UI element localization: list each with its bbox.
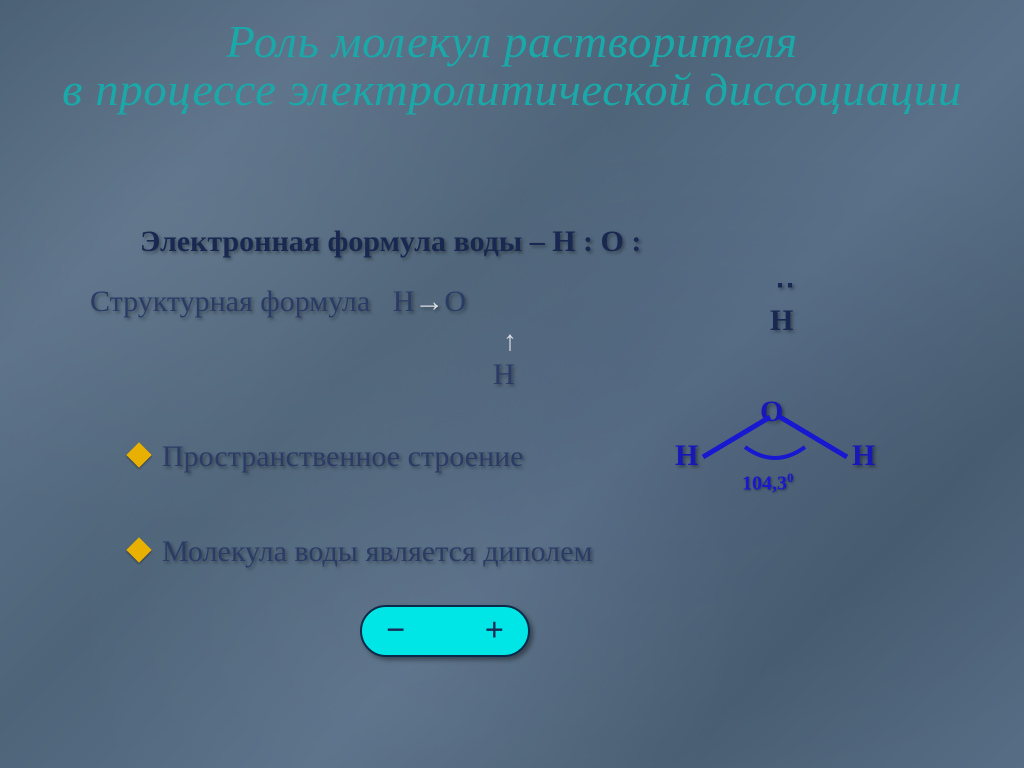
structural-formula-row: Структурная формула H→O — [90, 285, 466, 319]
angle-arc — [745, 447, 805, 458]
bullet-spatial-structure: Пространственное строение — [130, 440, 524, 474]
dipole-minus: − — [386, 612, 405, 650]
arrow-right-icon: → — [414, 285, 444, 319]
dipole-plus: + — [485, 612, 504, 650]
bullet-dipole-text: Молекула воды является диполем — [162, 535, 592, 568]
lewis-lone-pair-dots: ‥ — [775, 260, 793, 295]
slide-root: Роль молекул растворителя в процессе эле… — [0, 0, 1024, 768]
arrow-up-icon: ↑ — [503, 325, 517, 357]
angle-value: 104,3 — [742, 473, 787, 495]
diamond-bullet-icon — [126, 537, 151, 562]
slide-title: Роль молекул растворителя в процессе эле… — [0, 18, 1024, 115]
bond-left — [703, 417, 770, 457]
struct-h2: H — [493, 358, 515, 392]
struct-o: O — [444, 285, 466, 318]
structural-formula-inline: H→O — [393, 285, 466, 319]
title-line-2: в процессе электролитической диссоциации — [62, 64, 962, 115]
struct-h1: H — [393, 285, 415, 318]
bullet-spatial-text: Пространственное строение — [162, 440, 524, 473]
content-area: Электронная формула воды – H : O : ‥ H С… — [90, 225, 940, 259]
dipole-ellipse: − + — [360, 605, 530, 657]
lewis-bottom-h: H — [770, 304, 793, 338]
title-line-1: Роль молекул растворителя — [226, 16, 798, 67]
bond-angle-label: 104,30 — [742, 470, 794, 496]
electronic-formula-text: Электронная формула воды – H : O : — [140, 225, 940, 259]
angle-degree-sup: 0 — [787, 470, 794, 485]
structural-formula-label: Структурная формула — [90, 285, 370, 318]
diamond-bullet-icon — [126, 442, 151, 467]
bond-right — [780, 417, 847, 457]
bullet-dipole: Молекула воды является диполем — [130, 535, 592, 569]
bond-angle-diagram: O H H 104,30 — [650, 395, 880, 515]
